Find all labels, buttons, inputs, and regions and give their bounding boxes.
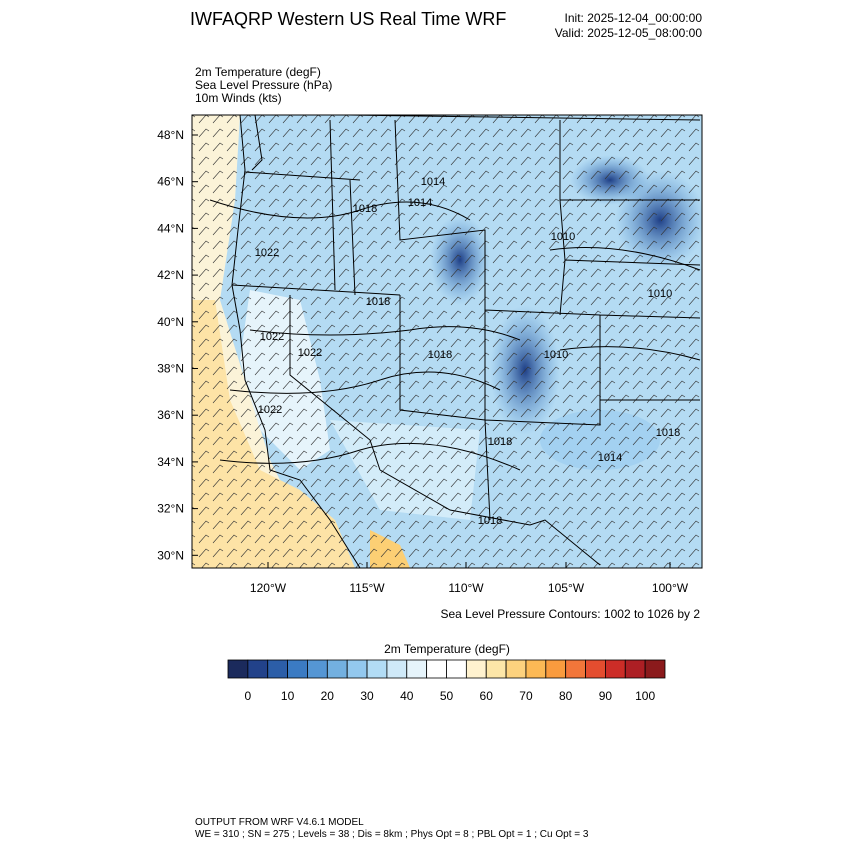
colorbar-swatch [605, 659, 626, 679]
colorbar-label: 90 [599, 689, 613, 703]
colorbar-swatch [505, 659, 527, 679]
contour-label: 1018 [366, 296, 390, 308]
colorbar-swatch [644, 659, 666, 679]
contour-label: 1010 [551, 231, 575, 243]
colorbar-swatch [307, 659, 328, 679]
colorbar-swatch [326, 659, 348, 679]
colorbar-label: 50 [440, 689, 454, 703]
contour-label: 1018 [656, 427, 680, 439]
colorbar-label: 40 [400, 689, 414, 703]
lon-label: 115°W [349, 581, 385, 595]
colorbar-swatch [227, 659, 249, 679]
contour-label: 1018 [478, 515, 502, 527]
colorbar-swatch [386, 659, 408, 679]
lat-label: 48°N [157, 128, 184, 142]
colorbar-swatch [624, 659, 646, 679]
lat-label: 34°N [157, 455, 184, 469]
field-label: Sea Level Pressure (hPa) [195, 78, 332, 92]
contour-label: 1014 [598, 452, 622, 464]
colorbar-swatch [545, 659, 567, 679]
contour-label: 1010 [648, 288, 672, 300]
lat-label: 38°N [157, 362, 184, 376]
colorbar-swatch [267, 659, 288, 679]
colorbar-swatch [565, 659, 586, 679]
colorbar-swatch [525, 659, 547, 679]
footer: OUTPUT FROM WRF V4.6.1 MODEL [195, 817, 364, 828]
lon-label: 110°W [448, 581, 484, 595]
title: IWFAQRP Western US Real Time WRF [190, 9, 506, 29]
lat-label: 46°N [157, 175, 184, 189]
init-time: Init: 2025-12-04_00:00:00 [565, 11, 703, 25]
colorbar-label: 10 [281, 689, 295, 703]
colorbar-swatch [406, 659, 428, 679]
colorbar-swatch [366, 659, 388, 679]
valid-time: Valid: 2025-12-05_08:00:00 [555, 26, 703, 40]
colorbar-label: 60 [480, 689, 494, 703]
contour-label: 1018 [488, 436, 512, 448]
contour-note: Sea Level Pressure Contours: 1002 to 102… [441, 607, 701, 621]
contour-label: 1018 [428, 349, 452, 361]
colorbar-label: 30 [360, 689, 374, 703]
lon-label: 120°W [250, 581, 287, 595]
lon-label: 100°W [652, 581, 689, 595]
colorbar-label: 20 [321, 689, 335, 703]
colorbar-swatch [346, 659, 368, 679]
contour-label: 1022 [258, 404, 282, 416]
colorbar-label: 100 [635, 689, 655, 703]
contour-label: 1014 [408, 197, 432, 209]
contour-label: 1018 [353, 203, 377, 215]
contour-label: 1022 [298, 347, 322, 359]
lat-label: 30°N [157, 548, 184, 562]
colorbar-title: 2m Temperature (degF) [384, 642, 510, 656]
contour-label: 1010 [544, 349, 568, 361]
lat-label: 32°N [157, 502, 184, 516]
colorbar-swatch [585, 659, 606, 679]
lon-label: 105°W [548, 581, 585, 595]
field-label: 10m Winds (kts) [195, 91, 282, 105]
lat-label: 42°N [157, 268, 184, 282]
contour-label: 1022 [260, 331, 284, 343]
lat-label: 44°N [157, 221, 184, 235]
contour-label: 1014 [421, 176, 445, 188]
colorbar-swatch [446, 659, 467, 679]
colorbar-swatch [426, 659, 447, 679]
lat-label: 36°N [157, 408, 184, 422]
map [191, 114, 703, 569]
footer: WE = 310 ; SN = 275 ; Levels = 38 ; Dis … [195, 829, 589, 840]
colorbar-label: 0 [245, 689, 252, 703]
colorbar-swatch [247, 659, 269, 679]
colorbar-label: 70 [519, 689, 533, 703]
colorbar-swatch [485, 659, 507, 679]
colorbar-swatch [287, 659, 308, 679]
contour-label: 1022 [255, 247, 279, 259]
lat-label: 40°N [157, 315, 184, 329]
colorbar-swatch [465, 659, 487, 679]
colorbar-label: 80 [559, 689, 573, 703]
field-label: 2m Temperature (degF) [195, 65, 321, 79]
